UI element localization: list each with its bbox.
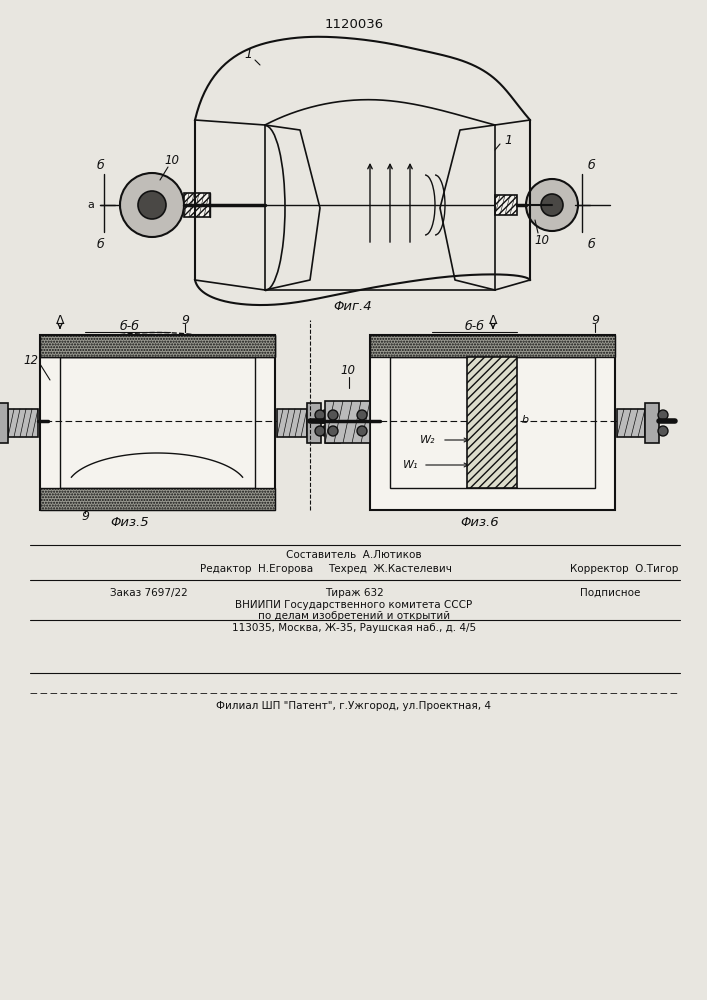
Circle shape: [541, 194, 563, 216]
Circle shape: [526, 179, 578, 231]
Text: Составитель  А.Лютиков: Составитель А.Лютиков: [286, 550, 422, 560]
Text: Δ: Δ: [56, 314, 64, 326]
Bar: [467, 357, 517, 488]
Bar: [0, 403, 8, 443]
Bar: [40, 335, 275, 510]
Text: 1: 1: [244, 48, 252, 62]
Text: Φиз.6: Φиз.6: [461, 516, 499, 528]
Bar: [326, 403, 340, 443]
Text: Φиг.4: Φиг.4: [334, 300, 373, 312]
Text: 12: 12: [23, 354, 38, 366]
Text: 113035, Москва, Ж-35, Раушская наб., д. 4/5: 113035, Москва, Ж-35, Раушская наб., д. …: [232, 623, 476, 633]
Text: Филиал ШП "Патент", г.Ужгород, ул.Проектная, 4: Филиал ШП "Патент", г.Ужгород, ул.Проект…: [216, 701, 491, 711]
Text: Корректор  О.Тигор: Корректор О.Тигор: [570, 564, 679, 574]
Bar: [40, 335, 275, 357]
Text: Заказ 7697/22: Заказ 7697/22: [110, 588, 188, 598]
Bar: [390, 357, 595, 488]
Text: б-б: б-б: [465, 320, 485, 334]
Circle shape: [328, 426, 338, 436]
Bar: [495, 195, 517, 215]
Bar: [307, 403, 321, 443]
Text: б: б: [96, 238, 104, 251]
Text: 1: 1: [504, 133, 512, 146]
Text: Техред  Ж.Кастелевич: Техред Ж.Кастелевич: [328, 564, 452, 574]
Bar: [370, 335, 615, 357]
Circle shape: [658, 410, 668, 420]
Text: по делам изобретений и открытий: по делам изобретений и открытий: [258, 611, 450, 621]
Bar: [40, 488, 275, 510]
Bar: [277, 409, 307, 437]
Circle shape: [315, 426, 325, 436]
Circle shape: [357, 410, 367, 420]
Text: 1120036: 1120036: [325, 17, 384, 30]
Text: 9: 9: [181, 314, 189, 326]
Text: 10: 10: [534, 233, 549, 246]
Text: б: б: [588, 238, 596, 251]
Circle shape: [320, 410, 330, 420]
Circle shape: [120, 173, 184, 237]
Text: b: b: [522, 415, 529, 425]
Text: 9: 9: [81, 510, 89, 524]
Text: ВНИИПИ Государственного комитета СССР: ВНИИПИ Государственного комитета СССР: [235, 600, 472, 610]
Text: б: б: [96, 159, 104, 172]
Circle shape: [328, 410, 338, 420]
Text: Δ: Δ: [489, 314, 497, 326]
Text: а: а: [87, 200, 94, 210]
Bar: [325, 401, 370, 443]
Text: Подписное: Подписное: [580, 588, 641, 598]
Text: б-б: б-б: [120, 320, 140, 334]
Bar: [617, 409, 645, 437]
Circle shape: [357, 426, 367, 436]
Bar: [645, 403, 659, 443]
Bar: [40, 335, 275, 357]
Bar: [340, 409, 368, 437]
Text: 10: 10: [341, 363, 356, 376]
Circle shape: [315, 410, 325, 420]
Text: Редактор  Н.Егорова: Редактор Н.Егорова: [200, 564, 313, 574]
Bar: [8, 409, 38, 437]
Text: Φиз.5: Φиз.5: [111, 516, 149, 528]
Text: W₁: W₁: [403, 460, 419, 470]
Text: Тираж 632: Тираж 632: [325, 588, 383, 598]
Bar: [370, 335, 615, 510]
Circle shape: [320, 426, 330, 436]
Text: 9: 9: [591, 314, 599, 326]
Text: W₂: W₂: [420, 435, 436, 445]
Bar: [184, 193, 210, 217]
Bar: [60, 357, 255, 488]
Circle shape: [138, 191, 166, 219]
Text: 10: 10: [165, 153, 180, 166]
Text: б: б: [588, 159, 596, 172]
Circle shape: [658, 426, 668, 436]
